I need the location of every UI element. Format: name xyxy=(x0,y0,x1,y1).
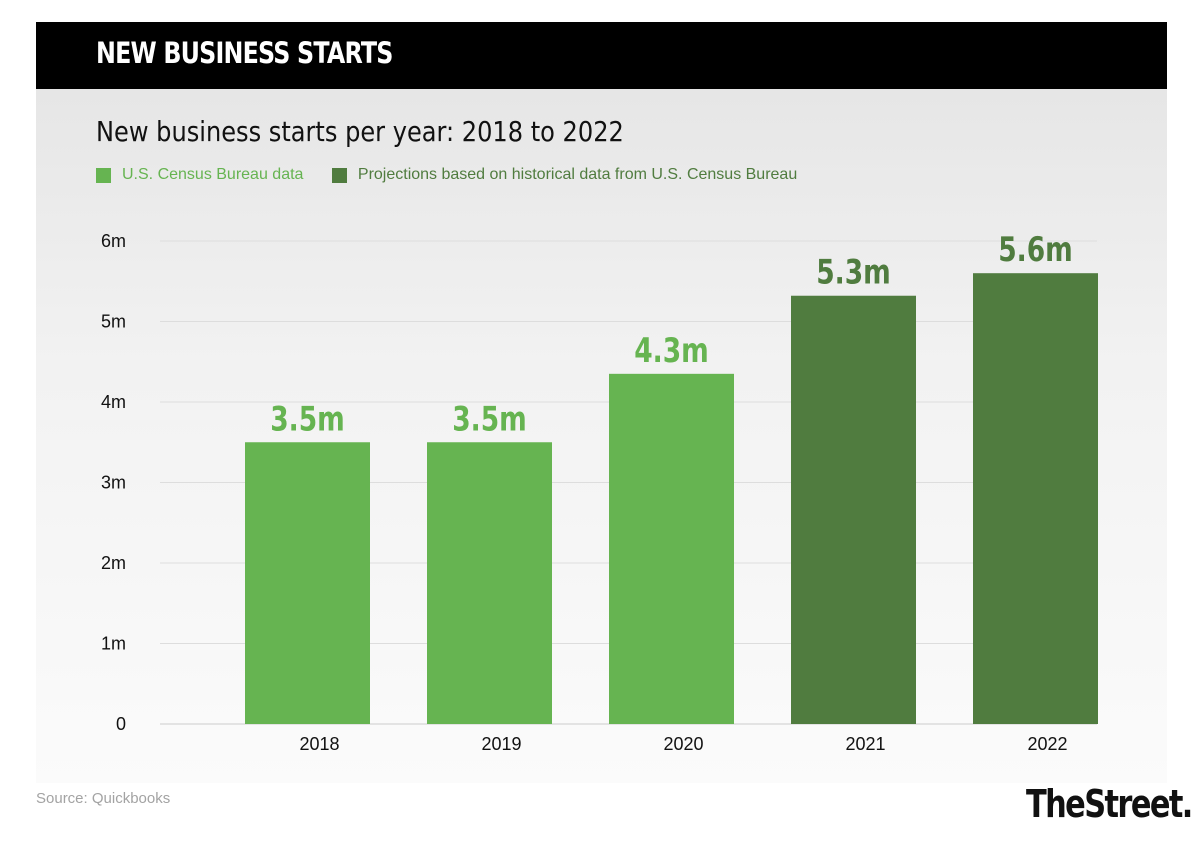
y-tick-label: 1m xyxy=(101,634,126,654)
y-tick-label: 4m xyxy=(101,392,126,412)
bar-value-label: 5.3m xyxy=(816,254,891,293)
bar xyxy=(427,442,552,724)
bar-value-label: 4.3m xyxy=(634,332,709,371)
brand-logo: TheStreet. xyxy=(1026,782,1193,826)
x-tick-label: 2021 xyxy=(845,734,885,754)
y-tick-label: 2m xyxy=(101,553,126,573)
bar-value-label: 5.6m xyxy=(998,231,1073,270)
bar xyxy=(245,442,370,724)
x-tick-label: 2018 xyxy=(299,734,339,754)
header-bar: NEW BUSINESS STARTS xyxy=(36,22,1167,89)
y-tick-label: 6m xyxy=(101,231,126,251)
x-tick-label: 2020 xyxy=(663,734,703,754)
legend-swatch-projection xyxy=(331,167,347,183)
legend-swatch-census xyxy=(96,167,111,183)
bar xyxy=(791,295,916,724)
y-tick-label: 5m xyxy=(101,312,126,332)
legend-label-census: U.S. Census Bureau data xyxy=(122,166,304,183)
legend-label-projection: Projections based on historical data fro… xyxy=(357,166,798,183)
bar-value-label: 3.5m xyxy=(452,400,527,439)
bar xyxy=(973,273,1098,724)
chart-title: New business starts per year: 2018 to 20… xyxy=(96,115,624,148)
y-tick-label: 0 xyxy=(116,714,126,734)
y-tick-label: 3m xyxy=(101,473,126,493)
bar-value-label: 3.5m xyxy=(270,400,345,439)
x-tick-label: 2022 xyxy=(1027,734,1067,754)
header-title: NEW BUSINESS STARTS xyxy=(96,36,393,70)
legend: U.S. Census Bureau data Projections base… xyxy=(96,166,821,186)
x-tick-label: 2019 xyxy=(481,734,521,754)
legend-item-census: U.S. Census Bureau data xyxy=(96,166,303,184)
source-note: Source: Quickbooks xyxy=(36,790,171,807)
bar xyxy=(609,373,734,724)
legend-item-projection: Projections based on historical data fro… xyxy=(331,166,798,184)
